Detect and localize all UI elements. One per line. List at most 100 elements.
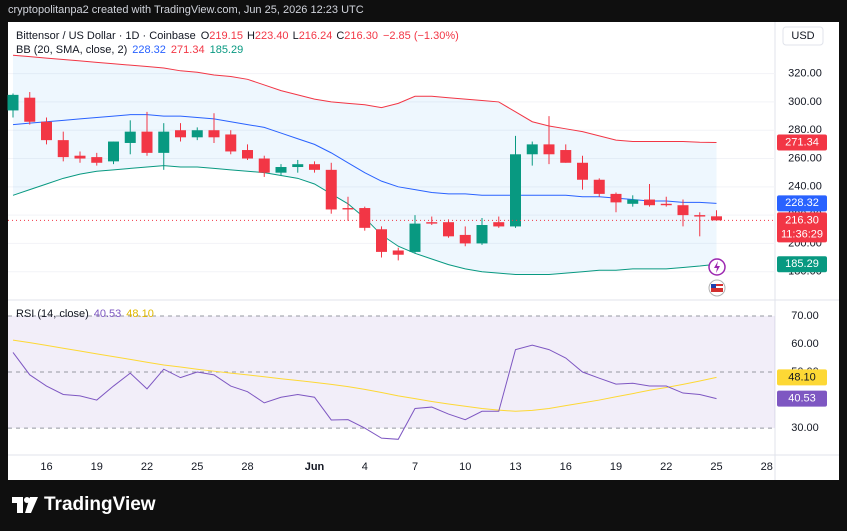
bb-value: 228.32 <box>132 44 166 56</box>
header-text: cryptopolitanpa2 created with TradingVie… <box>8 4 364 16</box>
x-tick-label: 25 <box>710 461 722 473</box>
x-tick-label: 22 <box>141 461 153 473</box>
y-tick-label: 240.00 <box>788 181 822 193</box>
x-tick-label: 7 <box>412 461 418 473</box>
candle-body <box>208 130 220 138</box>
last-price-badge <box>777 212 827 243</box>
candle-body <box>292 164 304 168</box>
y-tick-label: 300.00 <box>788 96 822 108</box>
x-tick-label: Jun <box>305 461 325 473</box>
candle-body <box>627 199 639 204</box>
candle-body <box>57 140 69 158</box>
bb-fill <box>13 55 717 275</box>
brand: TradingView <box>12 494 156 516</box>
candle-body <box>694 215 706 217</box>
rsi-tick-label: 70.00 <box>791 310 819 322</box>
candle-body <box>660 203 672 206</box>
rsi-legend: RSI (14, close) 40.53 48.10 <box>16 308 154 320</box>
bb-badge-label: 228.32 <box>785 197 819 209</box>
brand-name: TradingView <box>44 494 156 515</box>
x-tick-label: 4 <box>362 461 368 473</box>
currency-button[interactable] <box>782 26 824 46</box>
candle-body <box>275 167 287 173</box>
bb-line <box>12 54 717 143</box>
rsi-band <box>8 315 775 429</box>
y-tick-label: 260.00 <box>788 152 822 164</box>
rsi-value: 40.53 <box>93 308 122 320</box>
x-tick-label: 10 <box>459 461 471 473</box>
candle-body <box>191 130 203 138</box>
candle-body <box>141 131 153 153</box>
rsi-badge-label: 40.53 <box>788 392 816 404</box>
candle-body <box>493 222 505 227</box>
rsi-badge <box>777 369 827 386</box>
bb-badge-label: 271.34 <box>785 136 819 148</box>
bb-title: BB (20, SMA, close, 2) <box>16 44 128 56</box>
last-price-label: 216.30 <box>785 214 819 226</box>
rsi-tick-label: 60.00 <box>791 338 819 350</box>
candle-body <box>158 131 170 153</box>
x-tick-label: 16 <box>560 461 572 473</box>
x-tick-label: 19 <box>91 461 103 473</box>
quote-change: −2.85 (−1.30%) <box>382 30 459 42</box>
candle-body <box>426 222 438 224</box>
quote-item: L216.24 <box>293 30 333 42</box>
candle-body <box>711 216 722 221</box>
brand-logo <box>12 497 38 513</box>
quote-item: O219.15 <box>201 30 243 42</box>
rsi-values: 40.53 48.10 <box>94 308 154 320</box>
symbol-title: Bittensor / US Dollar · 1D · Coinbase <box>16 30 196 42</box>
quote-key: H <box>246 30 255 42</box>
x-tick-label: 16 <box>40 461 52 473</box>
quote-item: H223.40 <box>247 30 289 42</box>
rsi-line <box>12 339 717 412</box>
quote-item: C216.30 <box>336 30 378 42</box>
countdown-label: 11:36:29 <box>781 228 823 240</box>
candle-body <box>325 169 337 210</box>
y-tick-label: 280.00 <box>788 124 822 136</box>
candle-body <box>392 250 404 255</box>
x-tick-label: 25 <box>191 461 203 473</box>
candle-body <box>610 193 622 203</box>
candle-body <box>175 130 186 138</box>
candle-body <box>108 141 119 162</box>
x-tick-label: 28 <box>761 461 773 473</box>
bb-legend: BB (20, SMA, close, 2) 228.32 271.34 185.2… <box>16 44 243 56</box>
quote-value: 216.24 <box>298 30 333 42</box>
candle-body <box>409 223 421 252</box>
candle-body <box>91 157 103 163</box>
rsi-tick-label: 30.00 <box>791 422 819 434</box>
candle-body <box>41 121 52 141</box>
x-tick-label: 28 <box>241 461 253 473</box>
quote-key: L <box>292 30 299 42</box>
x-tick-label: 19 <box>610 461 622 473</box>
candle-body <box>309 164 320 170</box>
rsi-line <box>12 344 717 440</box>
symbol-legend: Bittensor / US Dollar · 1D · Coinbase O2… <box>16 30 459 42</box>
bb-badge-label: 185.29 <box>785 258 819 270</box>
candle-body <box>376 229 387 252</box>
candle-body <box>258 158 270 173</box>
rsi-badge-label: 48.10 <box>788 371 816 383</box>
candle-body <box>526 144 538 155</box>
candle-body <box>476 225 488 244</box>
bb-badge <box>777 256 827 273</box>
candle-body <box>459 234 471 244</box>
bb-values: 228.32 271.34 185.29 <box>132 44 243 56</box>
candle-body <box>342 208 354 210</box>
candle-body <box>577 162 588 180</box>
candle-body <box>24 97 36 122</box>
rsi-badge <box>777 390 827 407</box>
x-tick-label: 22 <box>660 461 672 473</box>
candle-body <box>7 94 19 111</box>
quote-key: C <box>336 30 345 42</box>
rsi-title: RSI (14, close) <box>16 308 89 320</box>
currency-label: USD <box>791 30 814 42</box>
flag-icon-canton <box>711 284 716 288</box>
candle-body <box>242 150 253 159</box>
candle-body <box>124 131 136 143</box>
quote-value: 223.40 <box>254 30 289 42</box>
candle-body <box>443 222 454 237</box>
quote: O219.15 H223.40 L216.24 C216.30 <box>201 30 378 42</box>
